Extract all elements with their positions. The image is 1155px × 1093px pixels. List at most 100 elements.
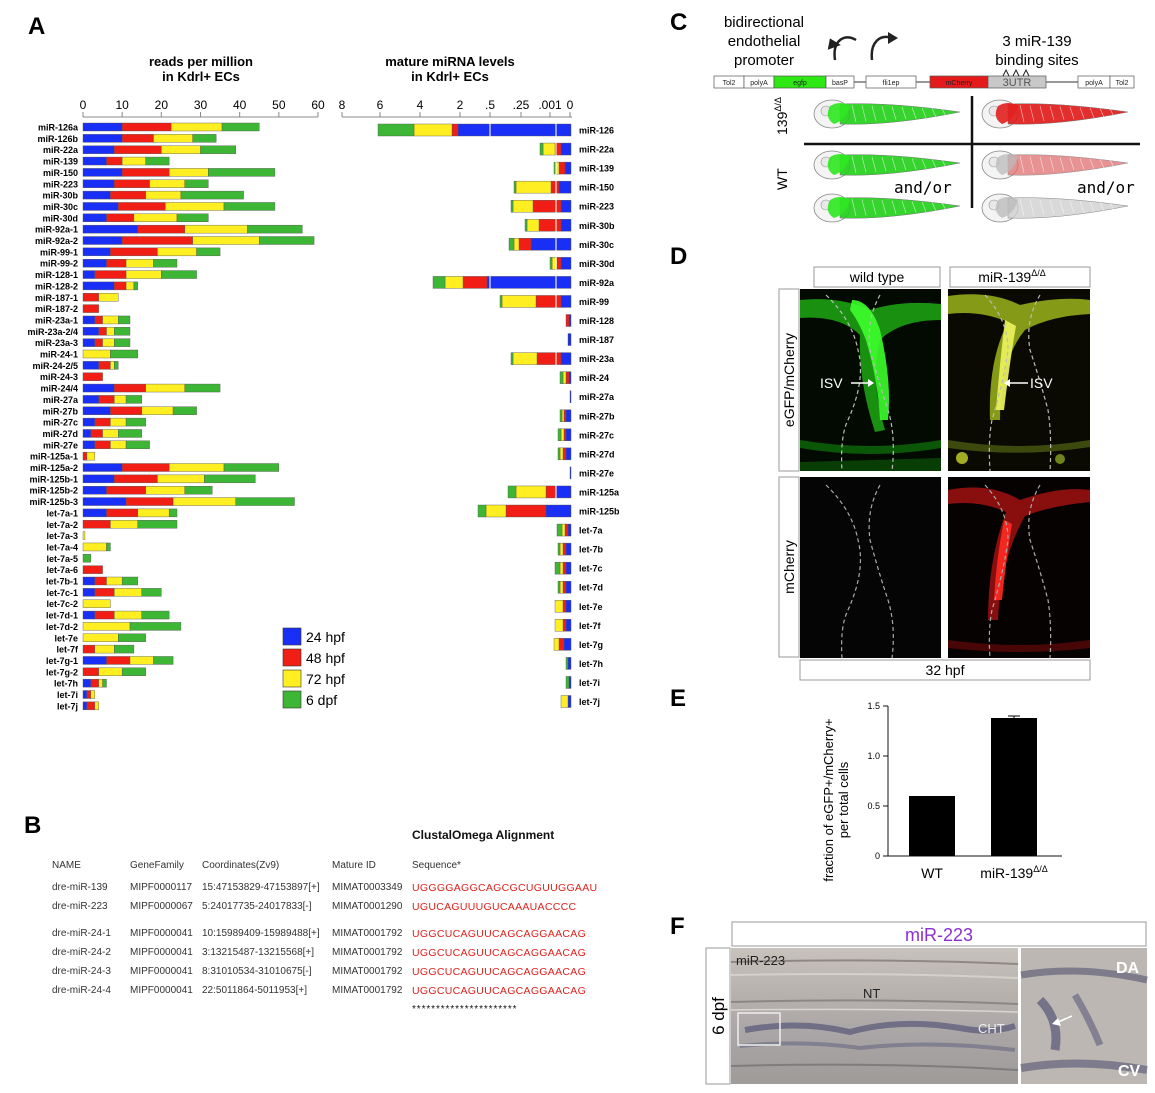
chart1-bar-segment: [125, 259, 154, 268]
alignment-consensus-row: **********************: [52, 1000, 597, 1019]
chart2-category-label: miR-24: [579, 373, 609, 383]
chart1-bar-segment: [168, 463, 225, 472]
chart2-category-label: miR-27b: [579, 411, 615, 421]
chart1-bar-segment: [125, 417, 146, 427]
chart1-bar-segment: [121, 156, 146, 166]
chart2-bar-segment: [560, 352, 572, 365]
chart1-bar-segment: [82, 327, 99, 336]
chart1-bar-segment: [184, 383, 221, 393]
row-family: MIPF0000041: [130, 947, 193, 958]
row-family: MIPF0000117: [130, 882, 193, 893]
construct-element-label: Tol2: [723, 80, 736, 87]
chart2-bar-segment: [507, 485, 517, 499]
chart2-bar-segment: [413, 123, 453, 137]
chart2-bar-segment: [561, 409, 565, 422]
chart1-bar-segment: [94, 588, 115, 597]
construct-element: [987, 75, 1047, 89]
chart1-category-label: miR-99-1: [40, 247, 78, 257]
chart2-bar-segment: [501, 295, 537, 308]
chart1-category-label: let-7c-1: [46, 588, 78, 598]
chart1-bar-segment: [125, 497, 174, 506]
construct-element-label: egfp: [793, 80, 807, 87]
isv-arrowhead-wt: [868, 379, 874, 387]
chart1-bar-segment: [82, 247, 111, 257]
chart1-bar-segment: [221, 122, 260, 132]
chart1-bar-segment: [82, 236, 123, 245]
row-header-1: eGFP/mCherry: [781, 333, 797, 427]
chart1-bar-segment: [137, 520, 178, 529]
construct-element-label: 3UTR: [1003, 77, 1032, 89]
chart1-title-line2: in Kdrl+ ECs: [162, 69, 240, 84]
chart1-bar-segment: [82, 576, 95, 586]
chart1-bar-segment: [82, 474, 115, 484]
chart1-bar-segment: [125, 395, 142, 404]
construct-element: [865, 75, 917, 89]
chart1-bar-segment: [82, 508, 107, 518]
chart1-bar-segment: [90, 690, 95, 699]
chart2-category-label: miR-27a: [579, 392, 615, 402]
chart1-bar-segment: [145, 190, 182, 200]
chart1-bar-segment: [98, 667, 123, 676]
col-sequence: Sequence*: [412, 859, 461, 871]
chart1-category-label: miR-30c: [43, 202, 78, 212]
chart1-bar-segment: [110, 440, 127, 449]
panel-f-insitu: miR-223 6 dpf miR-223 NT CHT DA CV: [705, 921, 1148, 1085]
chart1-bar-segment: [223, 202, 276, 211]
chart1-bar-segment: [82, 304, 99, 313]
chart1-category-label: miR-22a: [43, 145, 79, 155]
alignment-row: dre-miR-24-4 MIPF0000041 22:5011864-501195…: [52, 981, 597, 1000]
promoter-line3: promoter: [734, 52, 794, 69]
chart1-bar-segment: [133, 281, 139, 291]
chart2-category-label: miR-126: [579, 126, 614, 136]
chart1-bar-segment: [118, 202, 166, 211]
chart1-bar-segment: [106, 259, 127, 268]
chart1-bar-segment: [184, 486, 213, 495]
chart2-category-label: miR-139: [579, 164, 614, 174]
chart1-bar-segment: [82, 168, 123, 177]
chart1-bar-segment: [82, 213, 107, 223]
chart1-category-label: let-7g-1: [46, 656, 78, 666]
construct-element: [1109, 75, 1135, 89]
chart1-category-label: miR-187-2: [35, 304, 78, 314]
chart2-bar-segment: [486, 276, 572, 289]
chart1-tick-label: 30: [194, 98, 208, 112]
chart2-bar-segment: [510, 352, 514, 365]
chart1-bar-segment: [102, 678, 107, 688]
chart2-bar-segment: [563, 638, 572, 651]
chart2-category-label: miR-30d: [579, 259, 615, 269]
chart1-bar-segment: [121, 463, 170, 472]
chartE-ylabel-line1: fraction of eGFP+/mCherry+: [821, 718, 836, 881]
binding-sites-line1: 3 miR-139: [1002, 33, 1071, 50]
chart1-bar-segment: [153, 656, 174, 665]
chart2-bar-segment: [558, 161, 566, 175]
chart1-tick-label: 20: [155, 98, 169, 112]
chart1-bar-segment: [161, 145, 201, 154]
mut-red-signal: [948, 487, 1090, 652]
chart1-bar-segment: [133, 213, 178, 223]
chart1-bar-segment: [125, 440, 150, 449]
chart1-bar-segment: [114, 610, 142, 620]
chart2-bar-segment: [559, 409, 563, 422]
legend-label: 6 dpf: [306, 692, 337, 708]
chart1-bar-segment: [247, 224, 303, 234]
chart1-bar-segment: [141, 406, 174, 415]
chart1-bar-segment: [82, 451, 88, 461]
chart2-category-label: let-7g: [579, 640, 603, 650]
chart2-bar-segment: [512, 199, 534, 213]
chart2-bar-segment: [565, 561, 572, 575]
chart1-bar-segment: [82, 622, 131, 631]
chart1-bar-segment: [82, 134, 123, 143]
legend-swatch: [282, 690, 302, 709]
alignment-title: ClustalOmega Alignment: [412, 828, 555, 842]
alignment-row: dre-miR-24-1 MIPF0000041 10:15989409-15989…: [52, 924, 597, 943]
chart1-bar-segment: [208, 168, 276, 177]
legend-label: 72 hpf: [306, 671, 345, 687]
chart2-bar-segment: [554, 561, 561, 575]
arrow-left-head: [827, 38, 841, 50]
chart1-bar-segment: [184, 179, 209, 188]
chart1-category-label: miR-92a-1: [35, 225, 78, 235]
chart2-category-label: miR-150: [579, 183, 614, 193]
chart1-bar-segment: [94, 610, 115, 620]
row-family: MIPF0000067: [130, 901, 193, 912]
chart2-category-label: let-7b: [579, 545, 604, 555]
